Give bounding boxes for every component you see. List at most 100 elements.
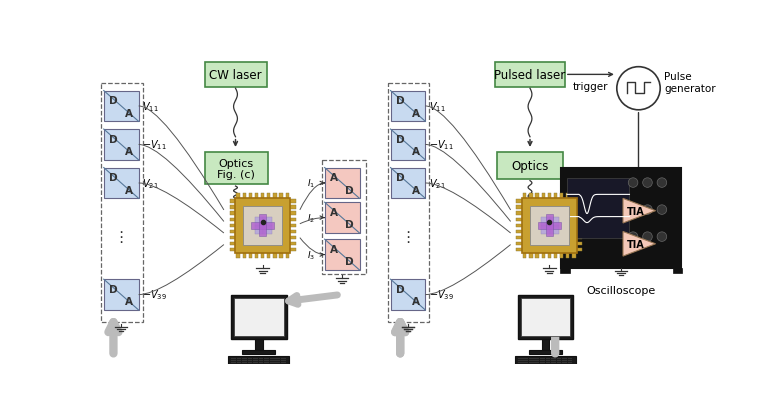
Bar <box>546 215 553 237</box>
Bar <box>568 364 572 365</box>
Circle shape <box>657 232 667 242</box>
Bar <box>524 362 528 363</box>
Bar <box>529 362 534 363</box>
Bar <box>290 212 296 215</box>
Text: $I_1$: $I_1$ <box>307 177 316 190</box>
Bar <box>554 253 557 258</box>
Bar <box>286 193 289 198</box>
Text: $V_{21}$: $V_{21}$ <box>143 177 159 190</box>
Bar <box>541 253 545 258</box>
Bar <box>267 253 270 258</box>
Text: D: D <box>346 257 354 267</box>
Bar <box>548 253 551 258</box>
Bar <box>325 168 359 199</box>
Bar <box>524 360 528 361</box>
Bar <box>523 253 526 258</box>
Text: D: D <box>396 284 405 294</box>
Bar <box>577 224 582 227</box>
Bar <box>535 193 538 198</box>
Bar <box>237 364 241 365</box>
Bar <box>557 360 561 361</box>
Bar <box>255 227 263 235</box>
Bar <box>231 362 236 363</box>
Bar <box>538 222 561 229</box>
Bar <box>566 193 569 198</box>
Bar <box>290 200 296 203</box>
Bar <box>568 362 572 363</box>
Bar <box>577 243 582 246</box>
Bar <box>290 236 296 240</box>
Bar <box>251 222 274 229</box>
Bar <box>273 193 276 198</box>
Bar <box>280 253 283 258</box>
Bar <box>545 362 550 363</box>
Bar <box>548 193 551 198</box>
Bar <box>249 193 252 198</box>
Circle shape <box>657 205 667 215</box>
Text: trigger: trigger <box>573 81 608 91</box>
Text: $V_{21}$: $V_{21}$ <box>429 177 446 190</box>
Bar <box>237 193 240 198</box>
Bar <box>516 243 521 246</box>
Bar <box>290 218 296 221</box>
Bar <box>253 364 258 365</box>
Bar <box>231 295 286 339</box>
Polygon shape <box>623 199 656 223</box>
Circle shape <box>628 232 638 242</box>
Bar <box>540 364 545 365</box>
Bar <box>557 362 561 363</box>
Text: D: D <box>109 135 118 144</box>
FancyBboxPatch shape <box>495 63 565 88</box>
Text: A: A <box>412 108 419 119</box>
Bar <box>231 364 236 365</box>
Bar <box>237 358 241 359</box>
Bar <box>540 362 545 363</box>
Bar <box>551 362 556 363</box>
Bar <box>255 339 263 350</box>
Bar <box>230 236 235 240</box>
FancyBboxPatch shape <box>204 63 266 88</box>
Circle shape <box>657 178 667 188</box>
Bar <box>104 91 139 122</box>
Bar <box>518 364 523 365</box>
Text: A: A <box>125 297 133 307</box>
Bar <box>541 339 549 350</box>
Text: Optics
Fig. (c): Optics Fig. (c) <box>217 158 255 180</box>
Bar <box>560 268 570 273</box>
Bar <box>390 168 425 199</box>
Bar <box>541 227 550 235</box>
Circle shape <box>643 178 652 188</box>
Text: $V_{11}$: $V_{11}$ <box>143 100 159 114</box>
Bar <box>290 224 296 227</box>
Bar <box>577 236 582 240</box>
Text: D: D <box>396 96 405 106</box>
Bar <box>529 193 532 198</box>
Circle shape <box>628 205 638 215</box>
Text: $-V_{11}$: $-V_{11}$ <box>429 138 454 152</box>
Bar <box>535 360 539 361</box>
Text: $I_1$: $I_1$ <box>609 205 617 218</box>
Bar <box>529 253 532 258</box>
Bar <box>231 360 236 361</box>
Bar <box>535 253 538 258</box>
Bar <box>242 362 247 363</box>
Bar <box>528 350 562 354</box>
Bar <box>231 358 236 359</box>
Bar <box>523 193 526 198</box>
Text: ⋮: ⋮ <box>400 230 415 245</box>
Bar <box>322 160 366 274</box>
Bar <box>325 203 359 234</box>
Bar <box>237 253 240 258</box>
Bar <box>243 253 246 258</box>
Text: D: D <box>109 284 118 294</box>
Bar <box>390 130 425 160</box>
Bar <box>275 360 280 361</box>
Bar <box>560 193 563 198</box>
Bar <box>235 198 290 253</box>
Bar <box>243 193 246 198</box>
Bar <box>237 360 241 361</box>
Polygon shape <box>623 232 656 256</box>
Bar <box>255 193 258 198</box>
Bar <box>253 360 258 361</box>
Bar <box>230 243 235 246</box>
